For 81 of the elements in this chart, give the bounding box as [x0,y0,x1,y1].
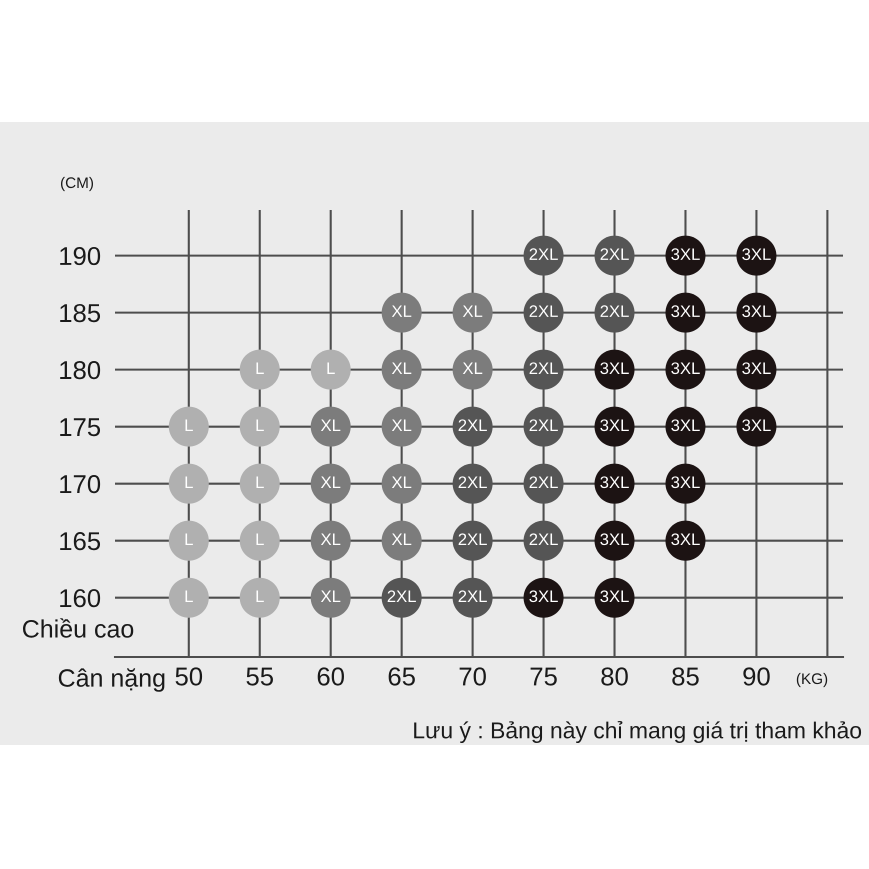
annotation: Chiều cao [22,618,134,638]
text: 3XL [742,419,771,432]
point [240,578,280,618]
text: 3XL [671,362,700,374]
point [240,464,280,504]
x-tick-label: 80 [601,667,628,686]
text: 2XL [388,590,416,602]
text: XL [462,362,482,374]
y-axis-title: (CM) [60,176,94,192]
text: L [256,534,264,545]
y-tick-label: 160 [60,589,100,608]
text: 3XL [742,305,771,318]
text: 2XL [530,533,558,545]
text: 2XL [600,248,629,260]
text: XL [320,534,340,545]
text: L [256,420,264,431]
y-tick-label: 185 [60,304,100,322]
text: Cân nặng [58,668,164,692]
text: L [256,362,264,374]
text: XL [392,534,412,545]
text: 3XL [600,476,629,488]
text: 2XL [458,533,487,545]
text: 3XL [600,533,629,546]
y-tick-label: 180 [60,361,100,380]
point [168,520,209,561]
text: 3XL [529,590,558,602]
x-tick-label: 50 [176,667,202,686]
text: 2XL [530,362,558,374]
y-tick-label: 175 [60,418,100,436]
text: 3XL [671,419,700,432]
text: XL [320,590,340,602]
text: Lưu ý : Bảng này chỉ mang giá trị tham khảo [414,720,862,744]
point [168,406,209,447]
text: XL [392,362,412,374]
text: 3XL [671,533,700,546]
x-tick-label: 90 [743,667,770,686]
x-tick-label: 55 [246,668,273,686]
text: L [327,362,335,374]
text: 3XL [600,419,629,432]
y-tick-label: 190 [60,246,100,266]
text: 2XL [600,305,629,317]
text: 3XL [600,590,629,602]
text: L [256,590,264,602]
text: L [256,476,264,488]
text: L [186,590,193,602]
text: L [186,420,193,431]
point [168,464,209,504]
text: 3XL [742,248,771,260]
x-tick-label: 65 [388,667,415,686]
x-tick-label: 70 [460,667,486,686]
text: 2XL [530,305,558,317]
text: XL [392,476,412,488]
text: XL [320,476,340,488]
point [240,406,280,447]
point [240,350,280,390]
point [310,350,351,390]
text: 2XL [458,419,487,431]
x-tick-label: 85 [672,667,699,686]
text: 3XL [600,362,629,374]
point [168,578,209,618]
text: L [186,534,193,545]
text: 2XL [530,419,558,431]
series-label: 2XL [530,248,558,260]
text: 3XL [742,362,771,374]
text: 2XL [530,476,558,488]
series-label: 3XL [671,248,700,260]
x-tick-label: 75 [530,668,557,686]
y-tick-label: 170 [60,475,100,494]
text: 3XL [671,305,700,318]
text: 2XL [458,590,487,602]
y-tick-label: 165 [60,532,100,550]
point [240,520,280,561]
series-label: XL [320,420,340,431]
text: 2XL [458,476,487,488]
series-label: L [186,476,193,488]
text: XL [392,305,412,317]
x-axis-title: (KG) [796,672,828,688]
text: 3XL [671,476,700,488]
text: XL [392,420,412,431]
text: XL [462,305,482,317]
x-tick-label: 60 [318,667,344,686]
